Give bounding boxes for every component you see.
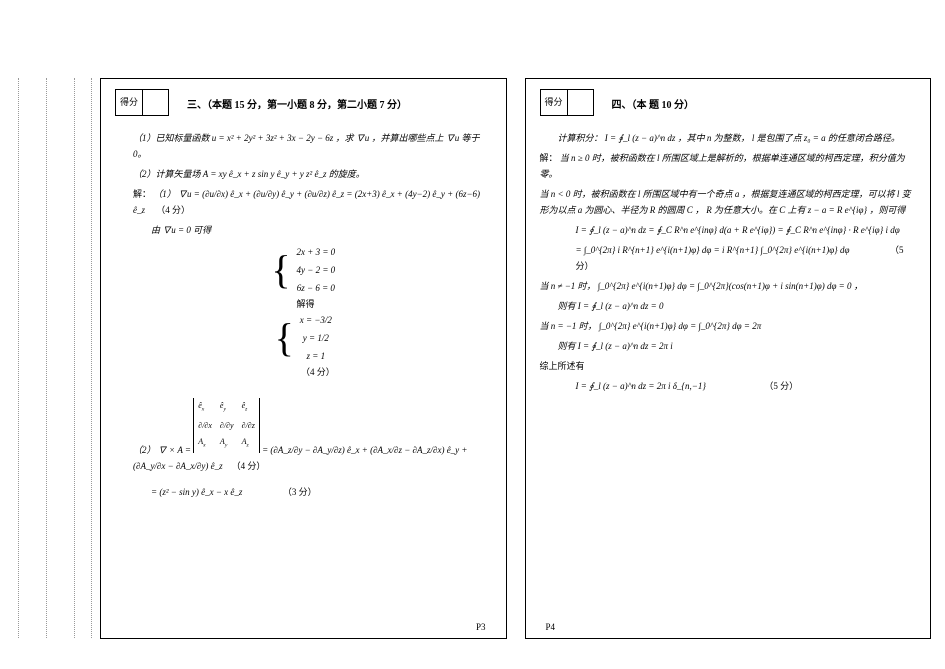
- q3-solution-line1: 解： （1） ∇u = (∂u/∂x) ê_x + (∂u/∂y) ê_y + …: [115, 186, 492, 218]
- q4-summary-points: （5 分）: [764, 381, 798, 391]
- binding-dotline-2: [46, 78, 47, 638]
- q4-prompt: 计算积分： I = ∮_l (z − a)^n dz ，其中 n 为整数， l …: [540, 130, 917, 146]
- q3-s2-points-b: （3 分）: [283, 487, 317, 497]
- q3-sub2-prompt: （2）计算矢量场 A = xy ê_x + z sin y ê_y + y z²…: [115, 166, 492, 182]
- sysA-row2: 4y − 2 = 0: [297, 262, 336, 278]
- q4-step1: I = ∮_l (z − a)^n dz = ∮_C R^n e^{inφ} d…: [540, 222, 917, 238]
- curl-determinant: êxêyêz ∂/∂x∂/∂y∂/∂z AxAyAz: [193, 398, 260, 453]
- page-p4: 得分 四、（本 题 10 分） 计算积分： I = ∮_l (z − a)^n …: [525, 78, 932, 639]
- sysA-row3: 6z − 6 = 0: [297, 280, 336, 296]
- binding-dotline-1: [18, 78, 19, 638]
- solution-label-p4: 解：: [540, 153, 558, 163]
- page-number-p4: P4: [546, 622, 556, 632]
- left-brace-2: {: [275, 318, 294, 358]
- score-label-p3: 得分: [116, 90, 143, 116]
- header-row-p3: 得分 三、（本题 15 分，第一小题 8 分，第二小题 7 分）: [115, 89, 492, 116]
- page-p3: 得分 三、（本题 15 分，第一小题 8 分，第二小题 7 分） （1）已知标量…: [100, 78, 507, 639]
- body-p4: 计算积分： I = ∮_l (z − a)^n dz ，其中 n 为整数， l …: [540, 130, 917, 394]
- question3-title: 三、（本题 15 分，第一小题 8 分，第二小题 7 分）: [187, 93, 407, 113]
- q3-s1-system-row: { 2x + 3 = 0 4y − 2 = 0 6z − 6 = 0 解得 {: [115, 244, 492, 380]
- body-p3: （1）已知标量函数 u = x² + 2y² + 3z² + 3x − 2y −…: [115, 130, 492, 500]
- q4-summary-line: I = ∮_l (z − a)^n dz = 2π i δ_{n,−1} （5 …: [540, 378, 917, 394]
- sysB-row1: x = −3/2: [300, 312, 332, 328]
- left-brace-1: {: [271, 250, 290, 290]
- page-number-p3: P3: [476, 622, 486, 632]
- q4-case-eq-m1-result: 则有 I = ∮_l (z − a)^n dz = 2π i: [540, 338, 917, 354]
- q3-sub1-prompt: （1）已知标量函数 u = x² + 2y² + 3z² + 3x − 2y −…: [115, 130, 492, 162]
- score-blank-p4: [567, 90, 593, 116]
- q4-step2-line: = ∫_0^{2π} i R^{n+1} e^{i(n+1)φ} dφ = i …: [540, 242, 917, 274]
- question4-title: 四、（本 题 10 分）: [612, 93, 695, 113]
- system-equations-A: 2x + 3 = 0 4y − 2 = 0 6z − 6 = 0: [297, 244, 336, 296]
- q3-s2-result: = (z² − sin y) ê_x − x ê_z: [151, 487, 242, 497]
- q4-step2: = ∫_0^{2π} i R^{n+1} e^{i(n+1)φ} dφ = i …: [576, 245, 850, 255]
- binding-margin: [0, 78, 92, 638]
- score-blank-p3: [143, 90, 169, 116]
- sysA-row1: 2x + 3 = 0: [297, 244, 336, 260]
- solve-label: 解得: [296, 299, 314, 309]
- sysB-row2: y = 1/2: [300, 330, 332, 346]
- header-row-p4: 得分 四、（本 题 10 分）: [540, 89, 917, 116]
- q3-s1-points-b: （4 分）: [301, 367, 335, 377]
- q4-case-ne-m1-result: 则有 I = ∮_l (z − a)^n dz = 0: [540, 298, 917, 314]
- q4-solution-case-pos: 解： 当 n ≥ 0 时，被积函数在 l 所围区域上是解析的，根据单连通区域的柯…: [540, 150, 917, 182]
- q3-s2-head: （2） ∇ × A =: [133, 445, 191, 455]
- q3-s1-zero-text: 由 ∇u = 0 可得: [115, 222, 492, 238]
- binding-dotline-3: [74, 78, 75, 638]
- q3-s2-points-a: （4 分）: [232, 461, 266, 471]
- q3-s2-line: （2） ∇ × A = êxêyêz ∂/∂x∂/∂y∂/∂z AxAyAz =…: [115, 398, 492, 474]
- system-equations-B: x = −3/2 y = 1/2 z = 1: [300, 312, 332, 364]
- q3-s1-points-a: （4 分）: [156, 205, 190, 215]
- q4-case-pos-text: 当 n ≥ 0 时，被积函数在 l 所围区域上是解析的，根据单连通区域的柯西定理…: [540, 153, 905, 179]
- q4-summary-expr: I = ∮_l (z − a)^n dz = 2π i δ_{n,−1}: [576, 381, 706, 391]
- score-label-p4: 得分: [540, 90, 567, 116]
- q4-case-eq-m1: 当 n = −1 时， ∫_0^{2π} e^{i(n+1)φ} dφ = ∫_…: [540, 318, 917, 334]
- solution-label-p3: 解：: [133, 189, 151, 199]
- score-box-p3: 得分: [115, 89, 169, 116]
- page-pair: 得分 三、（本题 15 分，第一小题 8 分，第二小题 7 分） （1）已知标量…: [100, 78, 931, 639]
- q3-s2-result-line: = (z² − sin y) ê_x − x ê_z （3 分）: [115, 484, 492, 500]
- q4-case-ne-m1: 当 n ≠ −1 时， ∫_0^{2π} e^{i(n+1)φ} dφ = ∫_…: [540, 278, 917, 294]
- q4-summary-label: 综上所述有: [540, 358, 917, 374]
- score-box-p4: 得分: [540, 89, 594, 116]
- q4-case-neg-text: 当 n < 0 时，被积函数在 l 所围区域中有一个奇点 a ，根据复连通区域的…: [540, 186, 917, 218]
- sysB-row3: z = 1: [300, 348, 332, 364]
